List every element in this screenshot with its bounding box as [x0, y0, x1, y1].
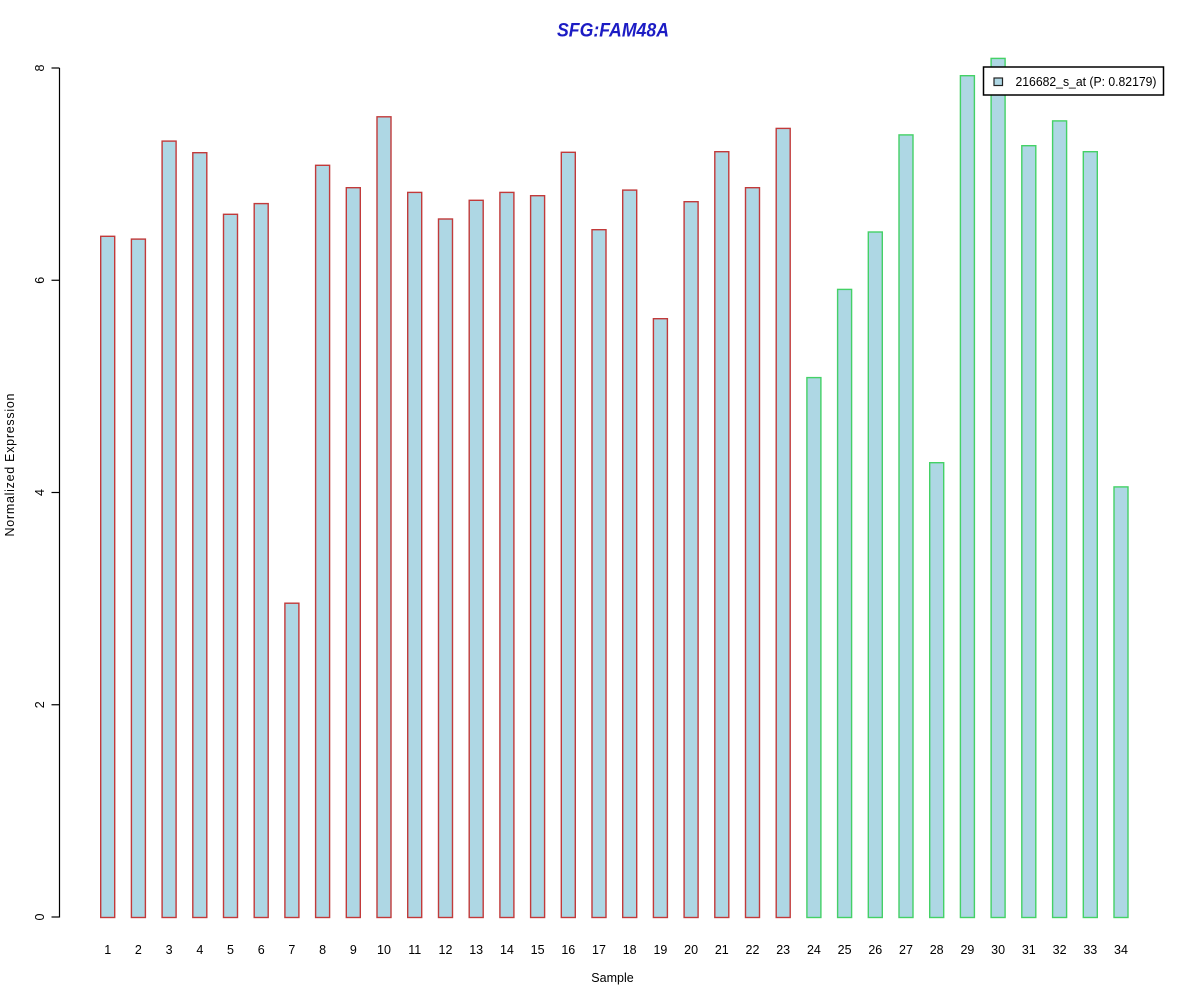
- svg-text:4: 4: [196, 943, 203, 957]
- svg-text:24: 24: [807, 943, 821, 957]
- svg-text:8: 8: [33, 64, 47, 71]
- svg-text:30: 30: [991, 943, 1005, 957]
- svg-text:3: 3: [166, 943, 173, 957]
- svg-text:32: 32: [1053, 943, 1067, 957]
- svg-text:20: 20: [684, 943, 698, 957]
- svg-text:2: 2: [135, 943, 142, 957]
- svg-text:6: 6: [33, 277, 47, 284]
- svg-text:31: 31: [1022, 943, 1036, 957]
- svg-text:1: 1: [104, 943, 111, 957]
- svg-text:Normalized Expression: Normalized Expression: [3, 393, 17, 536]
- svg-text:25: 25: [838, 943, 852, 957]
- svg-text:27: 27: [899, 943, 913, 957]
- svg-text:8: 8: [319, 943, 326, 957]
- svg-text:15: 15: [531, 943, 545, 957]
- svg-text:21: 21: [715, 943, 729, 957]
- svg-text:4: 4: [33, 489, 47, 496]
- svg-text:216682_s_at (P: 0.82179): 216682_s_at (P: 0.82179): [1016, 75, 1157, 89]
- svg-text:6: 6: [258, 943, 265, 957]
- svg-text:10: 10: [377, 943, 391, 957]
- svg-text:23: 23: [776, 943, 790, 957]
- svg-text:SFG:FAM48A: SFG:FAM48A: [557, 21, 669, 42]
- svg-text:33: 33: [1083, 943, 1097, 957]
- svg-text:0: 0: [33, 913, 47, 920]
- svg-text:12: 12: [439, 943, 453, 957]
- svg-text:19: 19: [653, 943, 667, 957]
- svg-text:26: 26: [868, 943, 882, 957]
- svg-text:29: 29: [960, 943, 974, 957]
- svg-text:Sample: Sample: [591, 971, 633, 985]
- svg-text:28: 28: [930, 943, 944, 957]
- svg-text:5: 5: [227, 943, 234, 957]
- svg-text:11: 11: [408, 943, 421, 957]
- svg-text:7: 7: [288, 943, 295, 957]
- svg-text:14: 14: [500, 943, 514, 957]
- svg-text:22: 22: [746, 943, 760, 957]
- svg-text:34: 34: [1114, 943, 1128, 957]
- svg-text:9: 9: [350, 943, 357, 957]
- svg-text:16: 16: [561, 943, 575, 957]
- svg-text:2: 2: [33, 701, 47, 708]
- svg-text:17: 17: [592, 943, 606, 957]
- svg-text:13: 13: [469, 943, 483, 957]
- svg-text:18: 18: [623, 943, 637, 957]
